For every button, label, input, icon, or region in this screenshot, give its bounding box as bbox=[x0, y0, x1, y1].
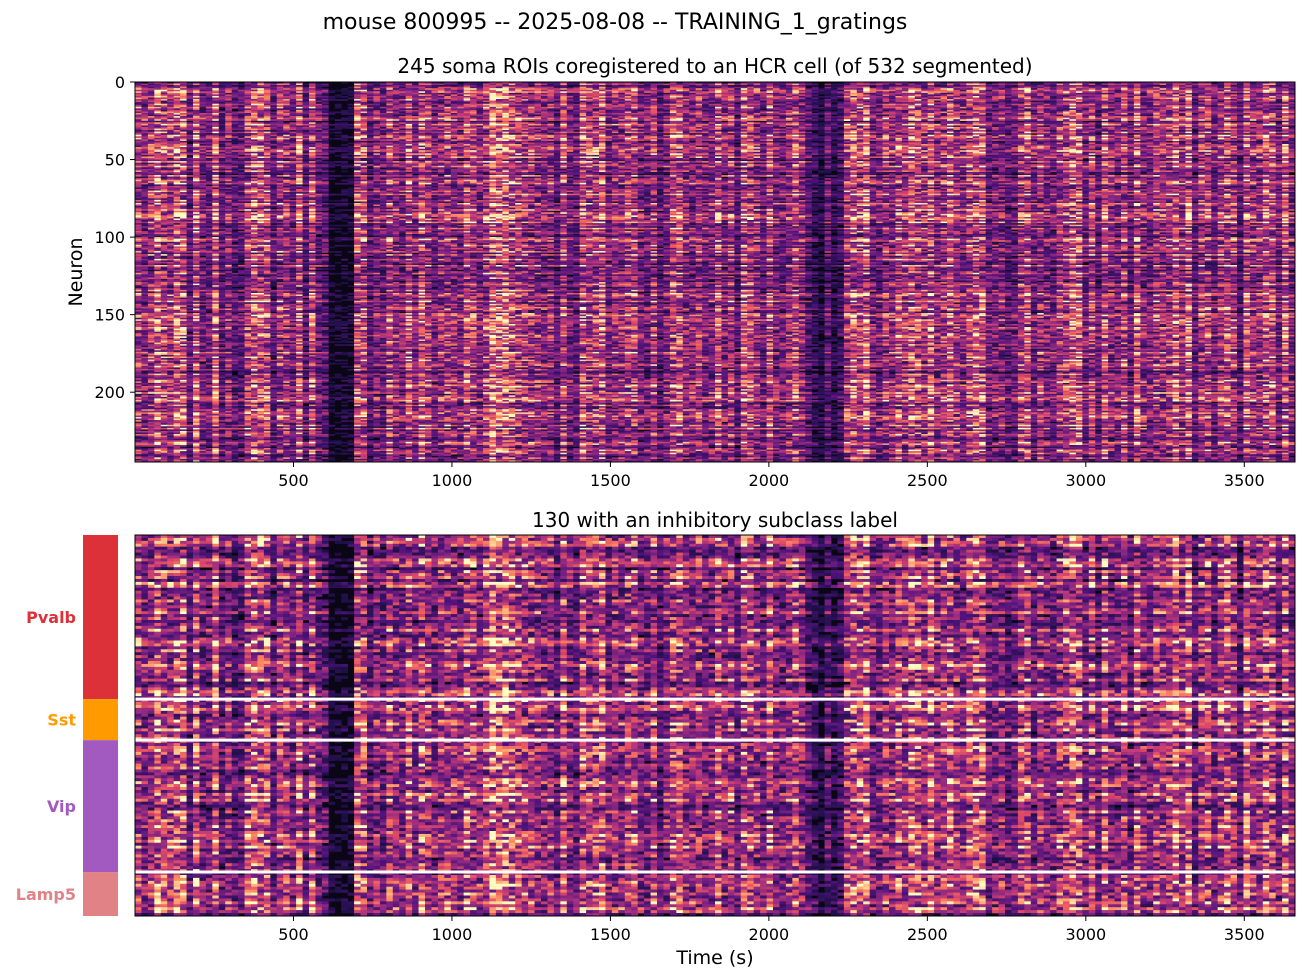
figure-suptitle: mouse 800995 -- 2025-08-08 -- TRAINING_1… bbox=[323, 10, 908, 35]
subclass-bar-pvalb bbox=[83, 535, 118, 699]
subclass-label-pvalb: Pvalb bbox=[26, 608, 76, 627]
top-xtick-label: 2500 bbox=[907, 471, 948, 490]
top-heatmap-cells bbox=[135, 82, 1295, 462]
subclass-label-vip: Vip bbox=[47, 797, 76, 816]
bottom-xtick-label: 1500 bbox=[590, 925, 631, 944]
top-heatmap-panel: 245 soma ROIs coregistered to an HCR cel… bbox=[65, 54, 1295, 490]
bottom-heatmap-cells bbox=[135, 535, 1295, 916]
top-ytick-label: 150 bbox=[94, 306, 125, 325]
top-heatmap-xaxis: 500 1000 1500 2000 2500 3000 3500 bbox=[278, 462, 1264, 490]
subclass-bar-sst bbox=[83, 699, 118, 740]
top-xtick-label: 2000 bbox=[749, 471, 790, 490]
subclass-label-lamp5: Lamp5 bbox=[16, 885, 76, 904]
subclass-color-bar: Pvalb Sst Vip Lamp5 bbox=[16, 535, 118, 916]
bottom-heatmap-xaxis: 500 1000 1500 2000 2500 3000 3500 bbox=[278, 916, 1264, 944]
top-xtick-label: 3500 bbox=[1224, 471, 1265, 490]
subclass-bar-vip bbox=[83, 740, 118, 872]
top-ytick-label: 0 bbox=[115, 73, 125, 92]
bottom-heatmap-panel: 130 with an inhibitory subclass label Pv… bbox=[16, 508, 1296, 969]
bottom-xtick-label: 2000 bbox=[749, 925, 790, 944]
bottom-xtick-label: 1000 bbox=[432, 925, 473, 944]
subclass-label-sst: Sst bbox=[47, 711, 76, 730]
bottom-xtick-label: 3500 bbox=[1224, 925, 1265, 944]
top-xtick-label: 500 bbox=[278, 471, 309, 490]
top-heatmap-title: 245 soma ROIs coregistered to an HCR cel… bbox=[397, 54, 1032, 78]
top-heatmap-yaxis: 0 50 100 150 200 bbox=[94, 73, 135, 402]
bottom-xtick-label: 500 bbox=[278, 925, 309, 944]
bottom-xtick-label: 3000 bbox=[1065, 925, 1106, 944]
top-xtick-label: 1500 bbox=[590, 471, 631, 490]
top-ytick-label: 100 bbox=[94, 228, 125, 247]
top-ytick-label: 200 bbox=[94, 383, 125, 402]
top-heatmap-ylabel: Neuron bbox=[65, 237, 87, 306]
bottom-heatmap-xlabel: Time (s) bbox=[675, 947, 753, 969]
bottom-xtick-label: 2500 bbox=[907, 925, 948, 944]
top-xtick-label: 3000 bbox=[1065, 471, 1106, 490]
subclass-bar-lamp5 bbox=[83, 872, 118, 916]
top-ytick-label: 50 bbox=[105, 151, 125, 170]
top-xtick-label: 1000 bbox=[432, 471, 473, 490]
bottom-heatmap-title: 130 with an inhibitory subclass label bbox=[532, 508, 898, 532]
